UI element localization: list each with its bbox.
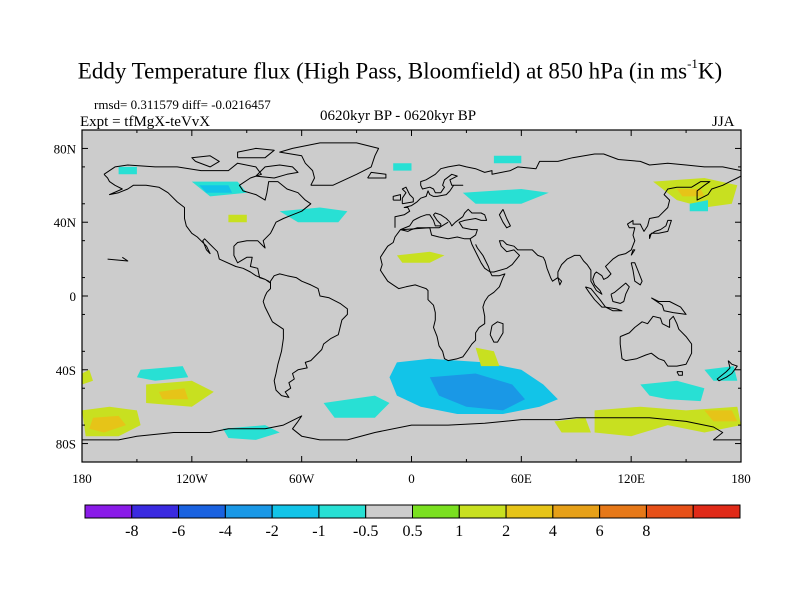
colorbar-swatch xyxy=(178,504,226,519)
lat-tick-label: 40S xyxy=(56,363,76,378)
colorbar-label: 2 xyxy=(502,523,510,540)
flux-region-south-pacific-core-positive xyxy=(89,415,126,433)
colorbar-label: 0.5 xyxy=(403,523,423,540)
lon-tick-label: 120W xyxy=(176,471,209,486)
flux-region-dateline-west-positive xyxy=(82,369,93,385)
lon-tick-label: 0 xyxy=(408,471,415,486)
season-label: JJA xyxy=(712,114,735,130)
coastline-5 xyxy=(400,208,488,240)
colorbar-swatch xyxy=(412,504,460,519)
flux-region-arctic-russia-negative xyxy=(493,155,522,164)
flux-region-sahara-positive xyxy=(396,251,445,263)
coastline-15 xyxy=(716,360,738,382)
lon-tick-label: 180 xyxy=(72,471,92,486)
flux-region-siberia-negative xyxy=(462,189,549,204)
flux-region-southern-ocean-east-core-positive xyxy=(704,410,738,422)
coastline-24 xyxy=(557,277,563,286)
map-title-suffix: K) xyxy=(697,58,723,84)
coastline-6 xyxy=(401,186,414,205)
colorbar-swatch xyxy=(365,504,414,519)
coastline-17 xyxy=(584,286,606,308)
coastline-13 xyxy=(619,315,693,367)
colorbar-label: 8 xyxy=(642,523,650,540)
map-title-text: Eddy Temperature flux (High Pass, Bloomf… xyxy=(77,58,688,84)
coastline-0 xyxy=(103,162,312,284)
coastline-7 xyxy=(392,194,401,201)
coastline-25 xyxy=(82,415,741,441)
coastline-10 xyxy=(191,155,220,168)
flux-region-tasman-negative xyxy=(640,380,705,402)
coastline-9 xyxy=(279,142,380,186)
coastline-3 xyxy=(394,153,741,228)
flux-region-arctic-atlantic-negative xyxy=(393,163,412,171)
lat-tick-label: 40N xyxy=(54,215,77,230)
lon-tick-label: 180 xyxy=(731,471,751,486)
flux-region-new-zealand-negative xyxy=(704,366,738,381)
colorbar-swatch xyxy=(552,504,601,519)
colorbar-swatch xyxy=(692,504,741,519)
colorbar-swatch xyxy=(131,504,180,519)
lon-tick-label: 60E xyxy=(511,471,532,486)
colorbar-label: -4 xyxy=(219,523,232,540)
colorbar-label: -1 xyxy=(312,523,325,540)
stats-label: rmsd= 0.311579 diff= -0.0216457 xyxy=(94,97,271,112)
coastline-4 xyxy=(475,175,741,295)
colorbar-label: 6 xyxy=(596,523,604,540)
colorbar-swatch xyxy=(318,504,367,519)
colorbar-swatch xyxy=(599,504,647,519)
flux-region-south-atlantic-west-negative xyxy=(323,395,390,418)
flux-region-canada-core-negative xyxy=(199,185,233,193)
coastline-1 xyxy=(262,273,348,398)
coastline-28 xyxy=(107,256,129,262)
flux-region-south-africa-east-positive xyxy=(475,347,500,367)
lat-tick-label: 0 xyxy=(70,289,77,304)
lon-tick-label: 60W xyxy=(289,471,315,486)
coastline-21 xyxy=(649,219,672,239)
colorbar-swatch xyxy=(645,504,694,519)
flux-region-okhotsk-negative xyxy=(689,200,708,212)
flux-region-south-pacific-west-negative xyxy=(136,366,189,381)
flux-region-southern-ocean-east-positive xyxy=(594,406,741,437)
map-title: Eddy Temperature flux (High Pass, Bloomf… xyxy=(0,56,800,85)
colorbar-label: 4 xyxy=(549,523,557,540)
flux-region-north-atlantic-negative xyxy=(279,207,348,223)
colorbar-label: -0.5 xyxy=(353,523,378,540)
colorbar-swatch xyxy=(505,504,554,519)
coastline-12 xyxy=(237,147,275,159)
coastline-19 xyxy=(610,282,630,304)
coastline-23 xyxy=(630,262,643,286)
period-label: 0620kyr BP - 0620kyr BP xyxy=(320,108,477,124)
coastline-11 xyxy=(255,164,299,179)
coastline-16 xyxy=(489,321,504,343)
coastline-22 xyxy=(630,249,636,256)
coastline-2 xyxy=(379,227,506,362)
coastline-14 xyxy=(676,371,683,376)
coastline-20 xyxy=(651,297,687,315)
colorbar-label: -2 xyxy=(265,523,278,540)
map-title-superscript: -1 xyxy=(687,56,698,71)
colorbar-label: -8 xyxy=(125,523,138,540)
colorbar-swatch xyxy=(224,504,273,519)
colorbar-swatch xyxy=(84,504,133,519)
flux-region-pacific-sector-core-positive xyxy=(158,388,189,400)
colorbar-label: -6 xyxy=(172,523,185,540)
lon-tick-label: 120E xyxy=(617,471,645,486)
flux-region-alaska-negative xyxy=(118,166,137,175)
flux-region-great-lakes-positive xyxy=(228,214,247,223)
colorbar-swatch xyxy=(458,504,507,519)
flux-region-southern-ocean-mid-positive xyxy=(554,417,591,433)
coastline-18 xyxy=(605,306,623,312)
experiment-label: Expt = tfMgX-teVvX xyxy=(80,114,211,130)
flux-region-south-indian-core-negative xyxy=(429,373,525,411)
coastline-26 xyxy=(402,221,449,231)
colorbar-label: 1 xyxy=(455,523,463,540)
coastline-27 xyxy=(498,209,511,229)
lat-tick-label: 80N xyxy=(54,141,77,156)
lat-tick-label: 80S xyxy=(56,437,76,452)
colorbar-swatch xyxy=(271,504,320,519)
coastline-8 xyxy=(367,171,387,179)
